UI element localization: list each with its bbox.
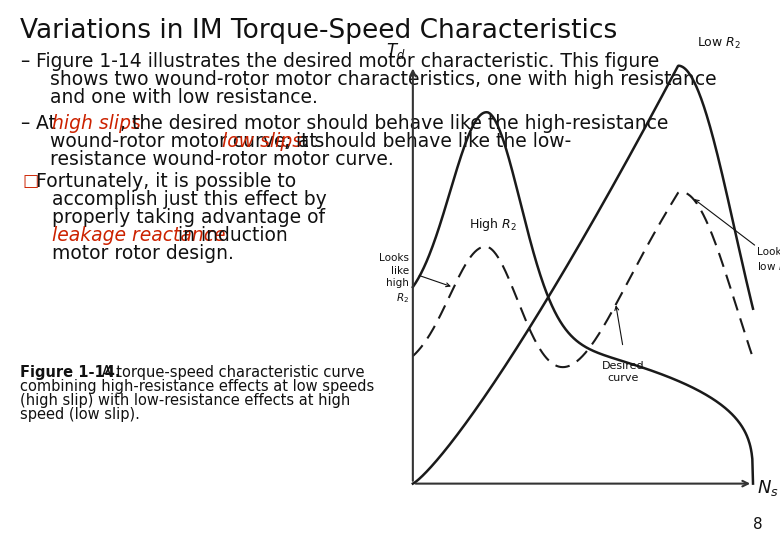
Text: Figure 1-14 illustrates the desired motor characteristic. This figure: Figure 1-14 illustrates the desired moto… bbox=[36, 52, 659, 71]
Text: □: □ bbox=[22, 172, 38, 190]
Text: $N_s$: $N_s$ bbox=[757, 478, 778, 498]
Text: At: At bbox=[36, 114, 62, 133]
Text: A torque-speed characteristic curve: A torque-speed characteristic curve bbox=[97, 365, 364, 380]
Text: Low $R_2$: Low $R_2$ bbox=[697, 36, 741, 51]
Text: accomplish just this effect by: accomplish just this effect by bbox=[52, 190, 327, 209]
Text: , it should behave like the low-: , it should behave like the low- bbox=[284, 132, 571, 151]
Text: $T_d$: $T_d$ bbox=[385, 41, 406, 61]
Text: Looks
like
high
$R_2$: Looks like high $R_2$ bbox=[379, 253, 409, 305]
Text: properly taking advantage of: properly taking advantage of bbox=[52, 208, 325, 227]
Text: high slips: high slips bbox=[52, 114, 140, 133]
Text: Looks like
low $R_2$: Looks like low $R_2$ bbox=[757, 247, 780, 274]
Text: Fortunately, it is possible to: Fortunately, it is possible to bbox=[36, 172, 296, 191]
Text: and one with low resistance.: and one with low resistance. bbox=[50, 88, 318, 107]
Text: in induction: in induction bbox=[172, 226, 288, 245]
Text: Desired
curve: Desired curve bbox=[601, 361, 644, 383]
Text: 8: 8 bbox=[753, 517, 763, 532]
Text: High $R_2$: High $R_2$ bbox=[469, 217, 517, 233]
Text: resistance wound-rotor motor curve.: resistance wound-rotor motor curve. bbox=[50, 150, 394, 169]
Text: shows two wound-rotor motor characteristics, one with high resistance: shows two wound-rotor motor characterist… bbox=[50, 70, 717, 89]
Text: –: – bbox=[20, 114, 30, 133]
Text: motor rotor design.: motor rotor design. bbox=[52, 244, 234, 263]
Text: wound-rotor motor curve; at: wound-rotor motor curve; at bbox=[50, 132, 323, 151]
Text: leakage reactance: leakage reactance bbox=[52, 226, 225, 245]
Text: (high slip) with low-resistance effects at high: (high slip) with low-resistance effects … bbox=[20, 393, 350, 408]
Text: Figure 1-14.: Figure 1-14. bbox=[20, 365, 120, 380]
Text: low slips: low slips bbox=[222, 132, 302, 151]
Text: –: – bbox=[20, 52, 30, 71]
Text: combining high-resistance effects at low speeds: combining high-resistance effects at low… bbox=[20, 379, 374, 394]
Text: speed (low slip).: speed (low slip). bbox=[20, 407, 140, 422]
Text: , the desired motor should behave like the high-resistance: , the desired motor should behave like t… bbox=[120, 114, 668, 133]
Text: Variations in IM Torque-Speed Characteristics: Variations in IM Torque-Speed Characteri… bbox=[20, 18, 617, 44]
